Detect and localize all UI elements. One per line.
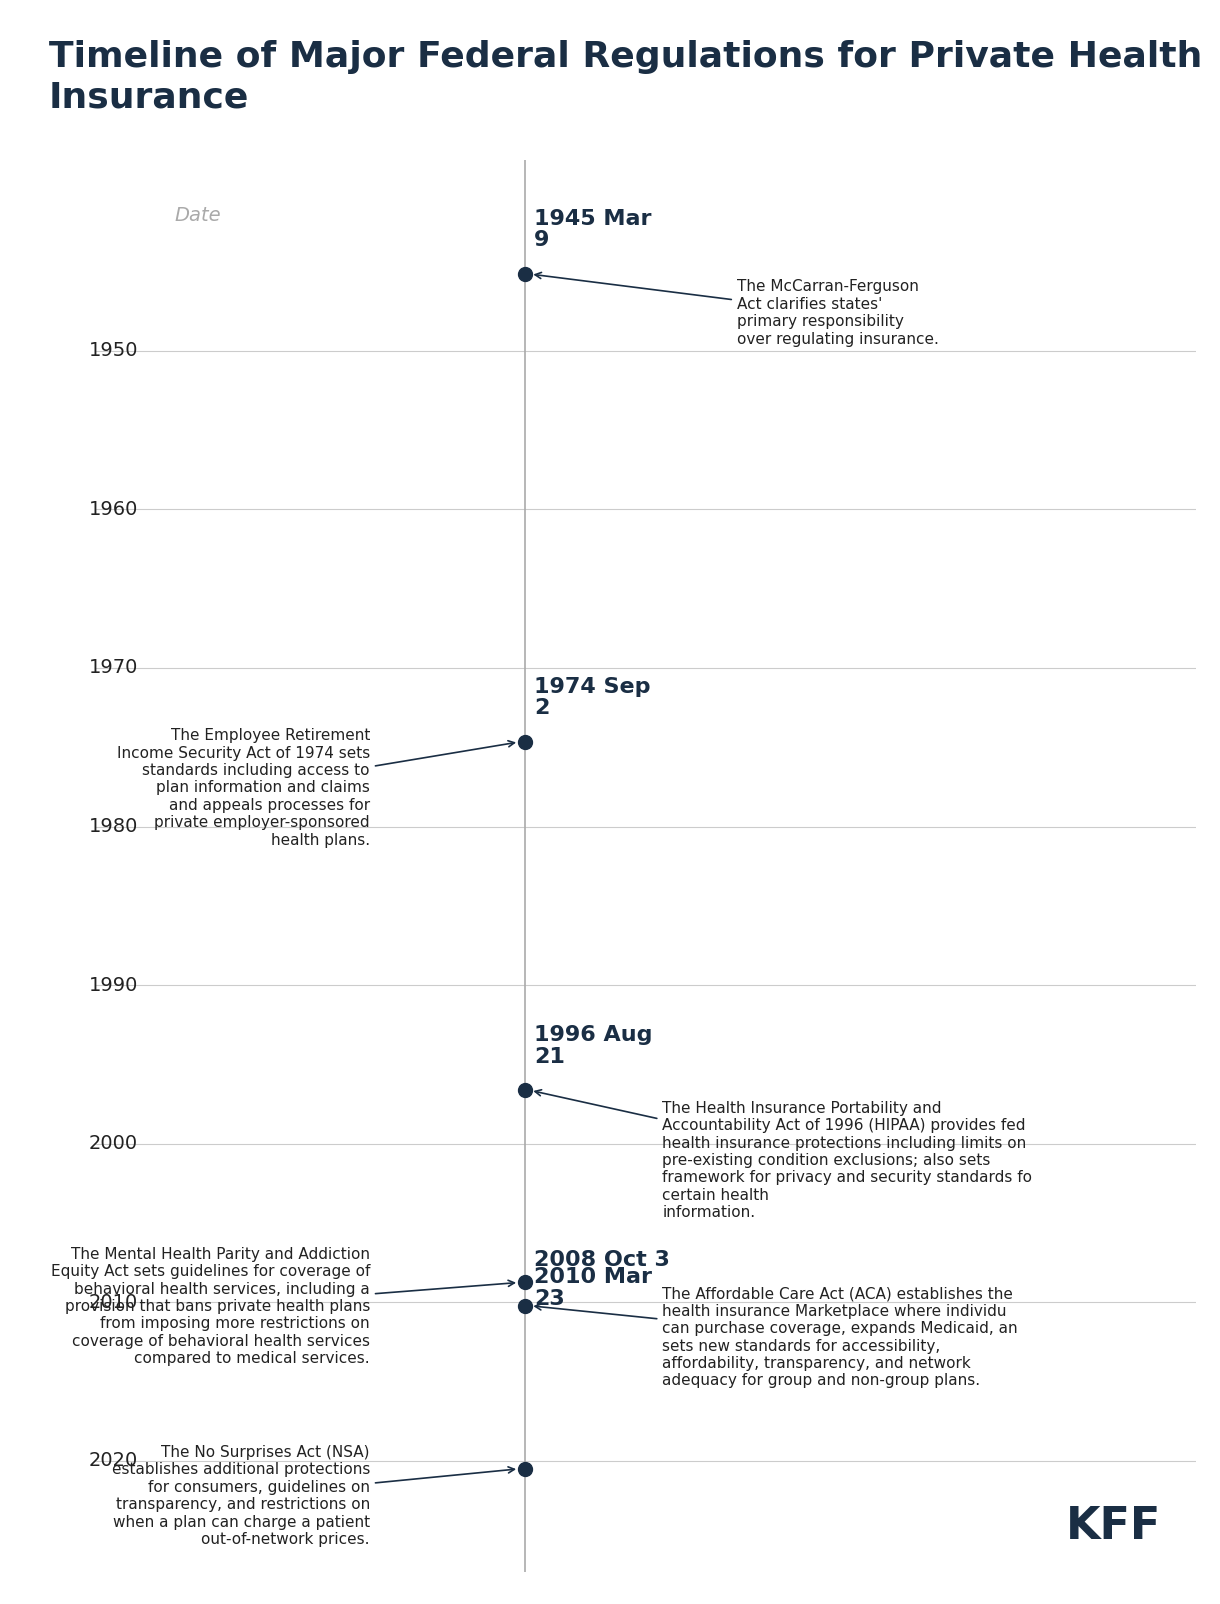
Text: The McCarran-Ferguson
Act clarifies states'
primary responsibility
over regulati: The McCarran-Ferguson Act clarifies stat… bbox=[536, 273, 938, 346]
Text: 1960: 1960 bbox=[89, 500, 138, 518]
Text: The Employee Retirement
Income Security Act of 1974 sets
standards including acc: The Employee Retirement Income Security … bbox=[117, 728, 515, 847]
Text: 1945 Mar
9: 1945 Mar 9 bbox=[534, 209, 651, 250]
Text: 1980: 1980 bbox=[89, 816, 138, 836]
Text: 2010 Mar
23: 2010 Mar 23 bbox=[534, 1267, 651, 1309]
Text: Timeline of Major Federal Regulations for Private Health
Insurance: Timeline of Major Federal Regulations fo… bbox=[49, 40, 1202, 115]
Text: The Health Insurance Portability and
Accountability Act of 1996 (HIPAA) provides: The Health Insurance Portability and Acc… bbox=[536, 1089, 1032, 1221]
Text: 1990: 1990 bbox=[89, 975, 138, 994]
Text: The Mental Health Parity and Addiction
Equity Act sets guidelines for coverage o: The Mental Health Parity and Addiction E… bbox=[50, 1246, 515, 1367]
Text: 2020: 2020 bbox=[89, 1452, 138, 1471]
Text: 2008 Oct 3: 2008 Oct 3 bbox=[534, 1250, 670, 1270]
Text: 1996 Aug
21: 1996 Aug 21 bbox=[534, 1025, 653, 1067]
Text: The Affordable Care Act (ACA) establishes the
health insurance Marketplace where: The Affordable Care Act (ACA) establishe… bbox=[536, 1286, 1017, 1389]
Text: KFF: KFF bbox=[1066, 1505, 1161, 1548]
Text: 1970: 1970 bbox=[89, 658, 138, 677]
Text: Date: Date bbox=[174, 207, 221, 226]
Text: 1974 Sep
2: 1974 Sep 2 bbox=[534, 677, 650, 719]
Text: The No Surprises Act (NSA)
establishes additional protections
for consumers, gui: The No Surprises Act (NSA) establishes a… bbox=[111, 1445, 515, 1546]
Text: 2010: 2010 bbox=[89, 1293, 138, 1312]
Text: 1950: 1950 bbox=[89, 342, 138, 361]
Text: 2000: 2000 bbox=[89, 1134, 138, 1153]
